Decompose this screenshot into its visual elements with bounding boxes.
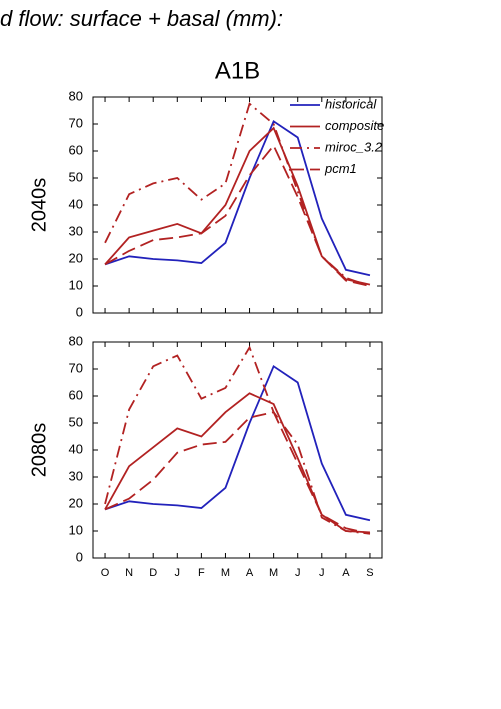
y-tick-label: 30 [69, 468, 83, 483]
x-tick-label: J [175, 567, 181, 579]
x-tick-label: N [125, 567, 133, 579]
y-tick-label: 60 [69, 142, 83, 157]
y-axis-label: 2080s [28, 423, 50, 478]
x-tick-label: A [342, 567, 350, 579]
x-tick-label: F [198, 567, 205, 579]
panel-title: A1B [215, 57, 260, 84]
y-tick-label: 70 [69, 115, 83, 130]
y-axis-label: 2040s [28, 178, 50, 233]
x-tick-label: J [319, 567, 325, 579]
x-tick-label: A [246, 567, 254, 579]
y-tick-label: 70 [69, 360, 83, 375]
legend-label: composite [325, 118, 384, 133]
x-tick-label: O [101, 567, 110, 579]
series-line [104, 364, 371, 522]
page-title: d flow: surface + basal (mm): [0, 6, 283, 31]
x-tick-label: M [221, 567, 230, 579]
x-tick-label: D [149, 567, 157, 579]
y-tick-label: 40 [69, 196, 83, 211]
y-tick-label: 60 [69, 387, 83, 402]
y-tick-label: 20 [69, 495, 83, 510]
y-tick-label: 10 [69, 277, 83, 292]
x-tick-label: M [269, 567, 278, 579]
legend-label: pcm1 [324, 161, 357, 176]
series-line [104, 411, 371, 535]
y-tick-label: 80 [69, 333, 83, 348]
y-tick-label: 0 [76, 549, 83, 564]
series-line [104, 143, 371, 287]
y-tick-label: 10 [69, 522, 83, 537]
y-tick-label: 50 [69, 169, 83, 184]
legend-label: historical [325, 96, 377, 111]
x-tick-label: J [295, 567, 301, 579]
y-tick-label: 40 [69, 441, 83, 456]
series-line [104, 345, 371, 535]
x-tick-label: S [366, 567, 373, 579]
y-tick-label: 30 [69, 223, 83, 238]
series-line [104, 119, 371, 277]
series-line [104, 392, 371, 534]
y-tick-label: 50 [69, 414, 83, 429]
y-tick-label: 0 [76, 304, 83, 319]
series-line [104, 102, 371, 287]
y-tick-label: 80 [69, 88, 83, 103]
y-tick-label: 20 [69, 250, 83, 265]
legend-label: miroc_3.2 [325, 139, 383, 154]
